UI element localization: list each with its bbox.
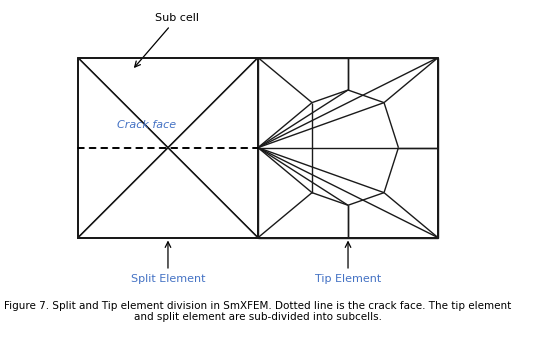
Text: Crack face: Crack face (117, 120, 176, 130)
Text: Split Element: Split Element (131, 242, 205, 284)
Text: Sub cell: Sub cell (135, 13, 199, 67)
Text: Tip Element: Tip Element (315, 242, 381, 284)
Text: Figure 7. Split and Tip element division in SmXFEM. Dotted line is the crack fac: Figure 7. Split and Tip element division… (4, 301, 512, 322)
